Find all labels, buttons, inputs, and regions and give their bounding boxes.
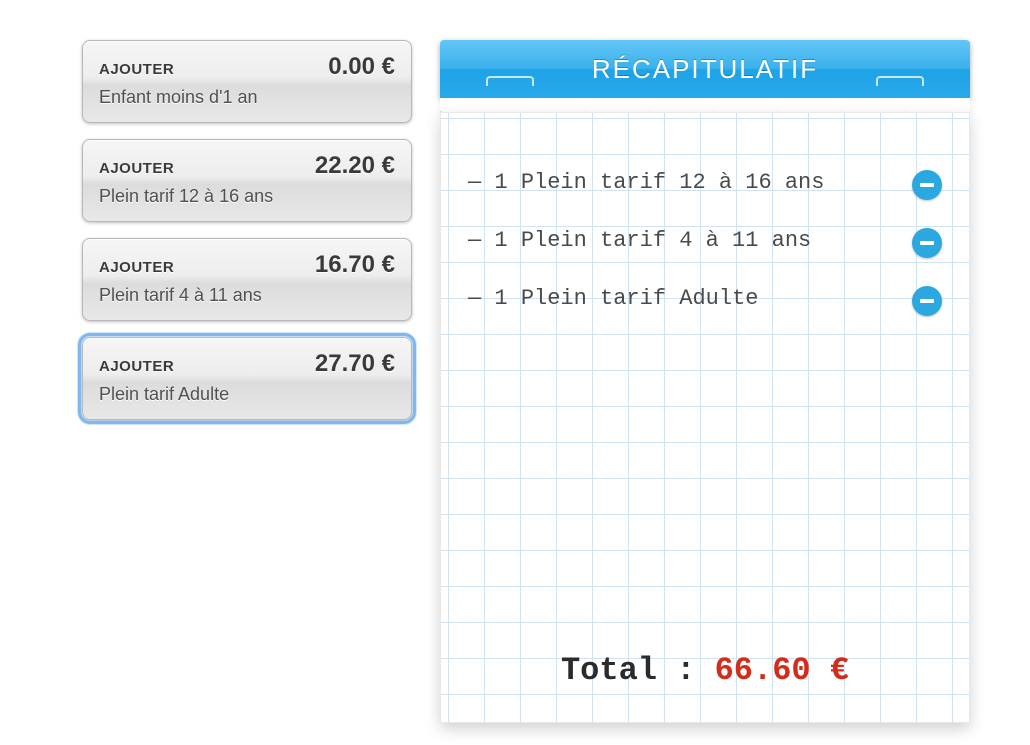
minus-icon[interactable]	[912, 286, 942, 316]
ajouter-label: AJOUTER	[99, 259, 174, 276]
recap-item-text: — 1 Plein tarif Adulte	[468, 284, 912, 314]
price-value: 16.70 €	[315, 251, 395, 279]
recap-notepad: RÉCAPITULATIF — 1 Plein tarif 12 à 16 an…	[440, 40, 970, 723]
price-btn-1[interactable]: AJOUTER 22.20 € Plein tarif 12 à 16 ans	[82, 139, 412, 222]
price-label: Enfant moins d'1 an	[99, 87, 395, 108]
recap-item: — 1 Plein tarif 4 à 11 ans	[468, 226, 942, 258]
price-btn-2[interactable]: AJOUTER 16.70 € Plein tarif 4 à 11 ans	[82, 238, 412, 321]
price-value: 0.00 €	[328, 53, 395, 81]
minus-icon[interactable]	[912, 228, 942, 258]
price-value: 27.70 €	[315, 350, 395, 378]
recap-paper: — 1 Plein tarif 12 à 16 ans — 1 Plein ta…	[440, 112, 970, 723]
minus-icon[interactable]	[912, 170, 942, 200]
recap-items: — 1 Plein tarif 12 à 16 ans — 1 Plein ta…	[468, 168, 942, 342]
pricing-buttons: AJOUTER 0.00 € Enfant moins d'1 an AJOUT…	[82, 40, 412, 436]
ajouter-label: AJOUTER	[99, 358, 174, 375]
price-label: Plein tarif Adulte	[99, 384, 395, 405]
recap-item: — 1 Plein tarif 12 à 16 ans	[468, 168, 942, 200]
recap-title: RÉCAPITULATIF	[592, 54, 818, 85]
recap-total: Total : 66.60 €	[440, 652, 970, 689]
recap-item-text: — 1 Plein tarif 4 à 11 ans	[468, 226, 912, 256]
price-btn-0[interactable]: AJOUTER 0.00 € Enfant moins d'1 an	[82, 40, 412, 123]
ajouter-label: AJOUTER	[99, 160, 174, 177]
price-label: Plein tarif 4 à 11 ans	[99, 285, 395, 306]
price-btn-3[interactable]: AJOUTER 27.70 € Plein tarif Adulte	[82, 337, 412, 420]
ajouter-label: AJOUTER	[99, 61, 174, 78]
price-label: Plein tarif 12 à 16 ans	[99, 186, 395, 207]
staple-icon	[876, 76, 924, 86]
recap-header: RÉCAPITULATIF	[440, 40, 970, 98]
total-label: Total :	[561, 652, 715, 689]
price-value: 22.20 €	[315, 152, 395, 180]
torn-edge	[440, 98, 970, 112]
staple-icon	[486, 76, 534, 86]
recap-item-text: — 1 Plein tarif 12 à 16 ans	[468, 168, 912, 198]
total-amount: 66.60 €	[715, 652, 849, 689]
recap-item: — 1 Plein tarif Adulte	[468, 284, 942, 316]
